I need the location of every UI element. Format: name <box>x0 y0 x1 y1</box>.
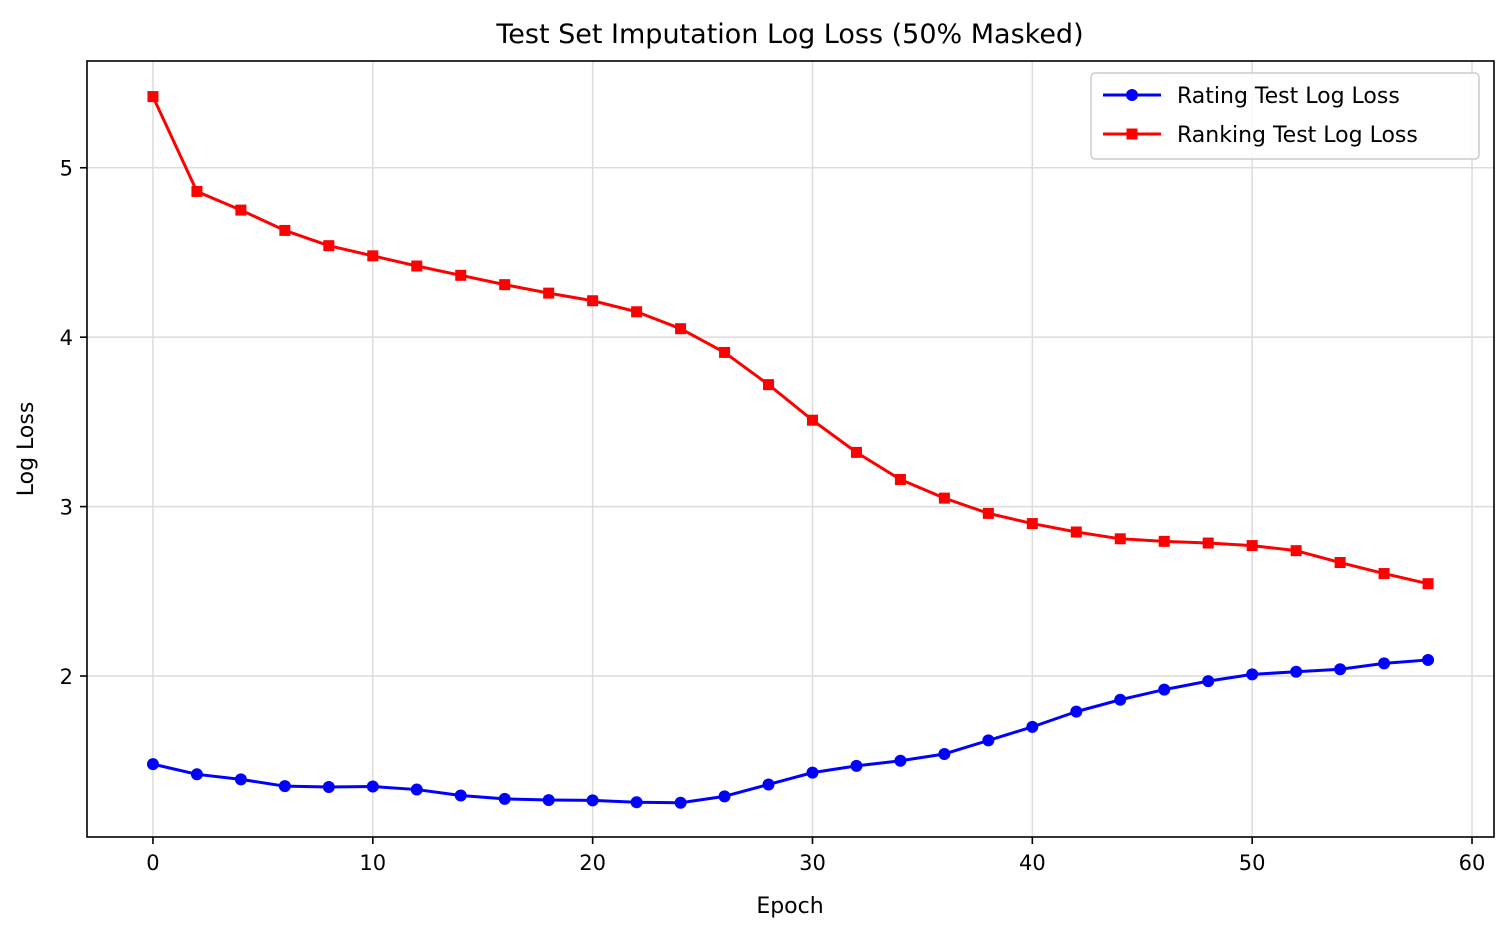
y-tick-label: 3 <box>60 496 73 520</box>
data-point <box>366 780 379 793</box>
x-tick-label: 30 <box>799 851 826 875</box>
data-point <box>1334 557 1346 569</box>
legend-box <box>1090 72 1480 160</box>
data-point <box>191 185 203 197</box>
data-point <box>806 766 819 779</box>
legend-label: Ranking Test Log Loss <box>1177 123 1418 148</box>
data-point <box>234 773 247 786</box>
y-axis-label: Log Loss <box>14 402 39 497</box>
data-point <box>367 250 379 262</box>
legend-marker <box>1126 89 1138 101</box>
data-point <box>1026 518 1038 530</box>
plot-frame <box>86 60 1495 838</box>
data-point <box>1334 663 1347 676</box>
data-point <box>543 287 555 299</box>
data-point <box>411 260 423 272</box>
data-point <box>674 796 687 809</box>
data-point <box>1378 568 1390 580</box>
series-1 <box>146 653 1435 809</box>
data-point <box>894 473 906 485</box>
y-tick-label: 2 <box>60 665 73 689</box>
data-point <box>147 91 159 103</box>
data-point <box>982 507 994 519</box>
data-point <box>279 224 291 236</box>
data-point <box>322 781 335 794</box>
x-tick-label: 20 <box>579 851 606 875</box>
y-tick-label: 5 <box>60 157 73 181</box>
data-point <box>410 783 423 796</box>
chart-title: Test Set Imputation Log Loss (50% Masked… <box>495 19 1083 50</box>
data-point <box>1202 537 1214 549</box>
data-point <box>1202 675 1215 688</box>
legend-label: Rating Test Log Loss <box>1177 84 1400 109</box>
data-point <box>1070 526 1082 538</box>
data-point <box>719 346 731 358</box>
data-point <box>982 734 995 747</box>
series-line <box>152 658 1429 805</box>
data-point <box>454 789 467 802</box>
data-point <box>938 747 951 760</box>
x-axis-label: Epoch <box>756 894 823 919</box>
data-point <box>763 379 775 391</box>
grid <box>87 61 1494 837</box>
data-point <box>586 794 599 807</box>
data-point <box>630 796 643 809</box>
data-point <box>1158 535 1170 547</box>
data-point <box>718 790 731 803</box>
data-point <box>1246 540 1258 552</box>
x-tick-label: 40 <box>1019 851 1046 875</box>
data-point <box>1422 578 1434 590</box>
x-tick-label: 10 <box>359 851 386 875</box>
y-tick-label: 4 <box>60 326 73 350</box>
data-point <box>806 414 818 426</box>
data-point <box>146 758 159 771</box>
data-point <box>323 240 335 252</box>
legend-item: Ranking Test Log Loss <box>1103 123 1418 148</box>
data-point <box>675 323 687 335</box>
data-point <box>631 306 643 318</box>
data-point <box>1290 545 1302 557</box>
data-point <box>190 768 203 781</box>
x-tick-label: 50 <box>1239 851 1266 875</box>
x-tick-label: 0 <box>146 851 159 875</box>
legend: Rating Test Log Loss Ranking Test Log Los… <box>1090 72 1480 160</box>
data-point <box>894 754 907 767</box>
data-point <box>499 279 511 291</box>
data-point <box>1114 693 1127 706</box>
axis-ticks: 0 10 20 30 40 50 60 2 3 4 5 <box>60 157 1486 875</box>
data-point <box>455 269 467 281</box>
data-point <box>1114 533 1126 545</box>
data-point <box>278 780 291 793</box>
series-layer <box>146 91 1435 809</box>
data-point <box>1070 705 1083 718</box>
data-point <box>1158 683 1171 696</box>
data-point <box>938 492 950 504</box>
data-point <box>542 794 555 807</box>
data-point <box>1026 720 1039 733</box>
legend-item: Rating Test Log Loss <box>1103 84 1400 109</box>
data-point <box>498 792 511 805</box>
x-tick-label: 60 <box>1459 851 1486 875</box>
legend-marker <box>1126 128 1138 140</box>
series-2 <box>147 91 1434 590</box>
series-line <box>151 95 1429 586</box>
data-point <box>762 778 775 791</box>
data-point <box>1378 657 1391 670</box>
data-point <box>1290 665 1303 678</box>
data-point <box>235 204 247 216</box>
data-point <box>1422 653 1435 666</box>
data-point <box>587 295 599 307</box>
data-point <box>850 759 863 772</box>
data-point <box>1246 668 1259 681</box>
data-point <box>850 446 862 458</box>
